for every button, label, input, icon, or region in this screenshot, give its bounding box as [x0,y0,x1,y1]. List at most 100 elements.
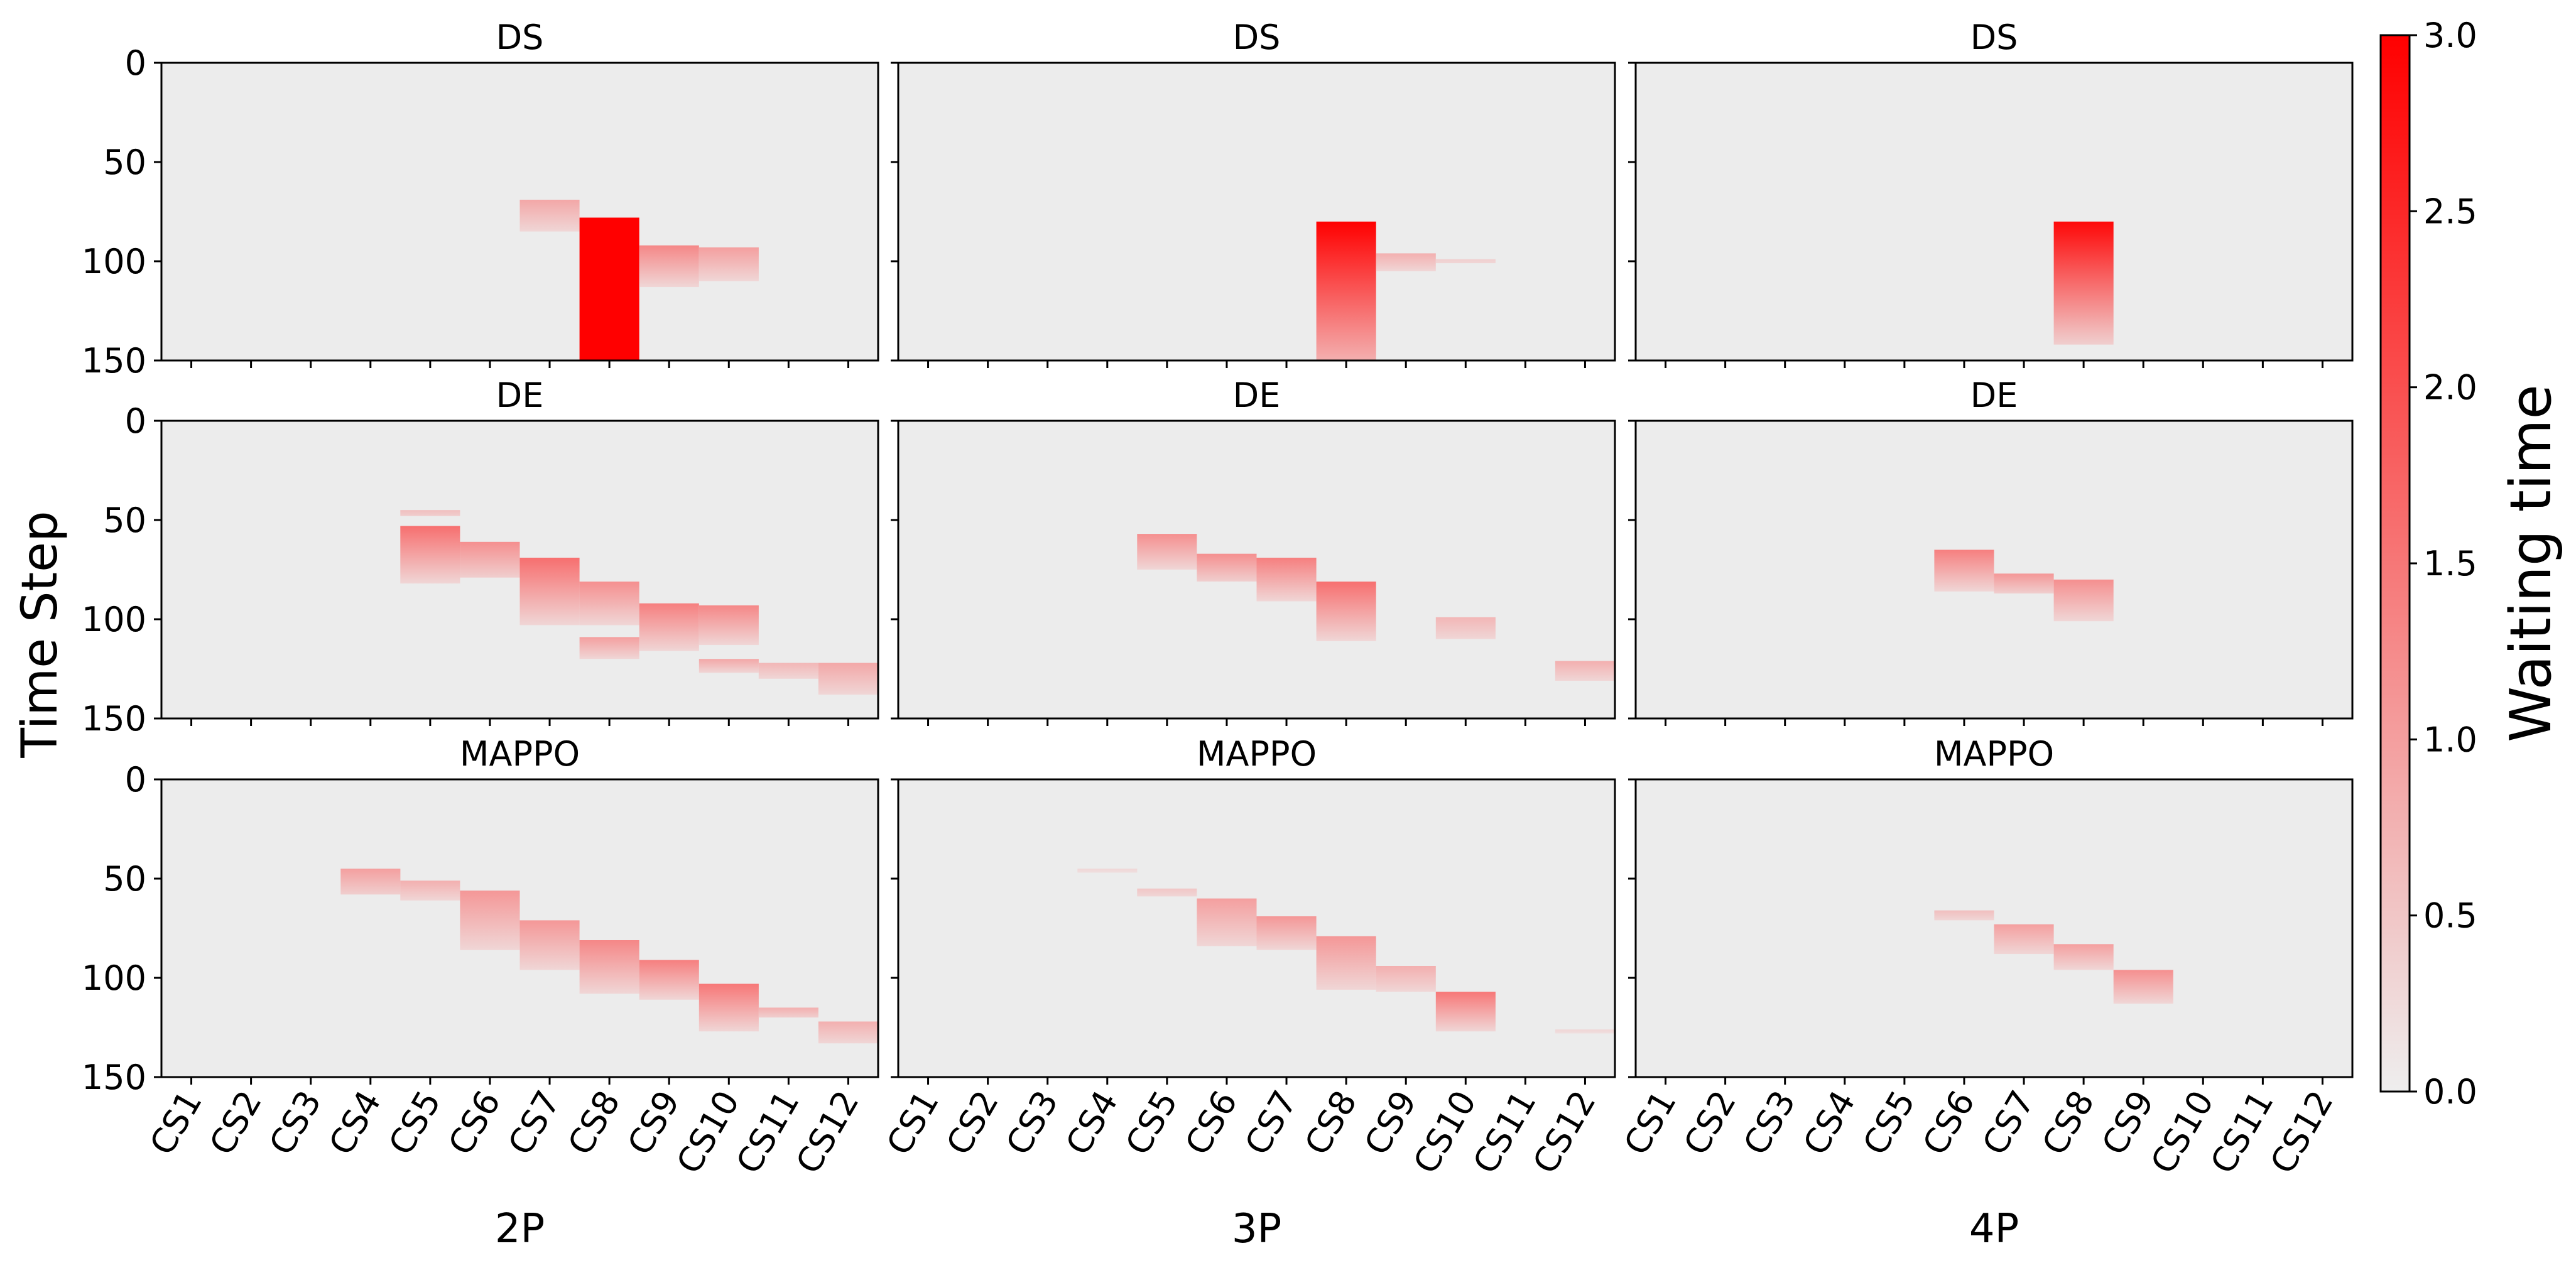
heat-cell-cs8 [2053,221,2114,345]
panel-title: DS [496,18,544,57]
x-tick-label: CS6 [1915,1084,1982,1162]
heat-cell-cs6 [1197,898,1257,946]
heat-cell-cs10 [698,605,759,646]
panel-frame [160,62,879,362]
heat-cell-cs9 [639,245,699,288]
panel-title: DS [1233,18,1281,57]
colorbar-tick-label: 0.5 [2423,896,2477,936]
y-tick-label: 150 [82,1058,146,1097]
y-tick-label: 50 [103,859,146,899]
x-tick-label: CS7 [1237,1084,1305,1162]
panel-ds-3p: DS [891,18,1616,368]
x-tick-label: CS7 [1975,1084,2043,1162]
heat-cell-cs4 [1077,869,1138,873]
heat-cell-cs5 [1137,534,1197,570]
x-tick-label: CS2 [1676,1084,1744,1162]
y-tick-label: 0 [125,760,146,799]
x-tick-label: CS10 [2143,1084,2222,1180]
x-tick-label: CS3 [1736,1084,1803,1162]
heat-cell-cs5 [1137,888,1197,897]
heat-cell-cs10 [698,984,759,1032]
heat-cell-cs10 [698,659,759,673]
x-tick-label: CS6 [1177,1084,1245,1162]
panel-mappo-4p: MAPPOCS1CS2CS3CS4CS5CS6CS7CS8CS9CS10CS11… [1616,734,2354,1180]
heat-cell-cs6 [1934,550,1994,592]
panel-de-3p: DE [891,376,1616,726]
colorbar-gradient [2381,35,2410,1092]
heat-cell-cs8 [579,217,639,360]
heat-cell-cs8 [2053,944,2114,970]
x-tick-label: CS12 [788,1084,867,1180]
x-tick-label: CS3 [261,1084,329,1162]
x-tick-label: CS2 [202,1084,269,1162]
heat-cell-cs10 [1435,259,1496,264]
column-label-3p: 3P [1232,1206,1281,1252]
colorbar-title: Waiting time [2498,384,2564,742]
panel-ds-4p: DS [1628,18,2354,368]
heat-cell-cs11 [758,1007,818,1018]
heat-cell-cs7 [1256,558,1317,602]
heat-cell-cs8 [579,637,639,659]
heat-cell-cs7 [519,920,580,970]
column-label-4p: 4P [1969,1206,2019,1252]
heat-cell-cs4 [340,869,401,895]
x-tick-label: CS12 [2263,1084,2341,1180]
y-tick-label: 100 [82,242,146,281]
x-tick-label: CS11 [729,1084,807,1180]
x-tick-label: CS5 [1855,1084,1923,1162]
heat-cell-cs7 [519,558,580,626]
panel-ds-2p: DS 0 50 100 150 [82,18,879,381]
x-tick-label: CS10 [1406,1084,1484,1180]
panel-frame [1634,778,2354,1078]
panel-title: DS [1970,18,2018,57]
colorbar-tick-label: 2.5 [2423,192,2477,231]
y-axis-title: Time Step [12,511,68,758]
x-tick-label: CS11 [1465,1084,1544,1180]
panel-title: DE [496,376,544,415]
y-tick-label: 50 [103,501,146,540]
x-tick-label: CS4 [1058,1084,1126,1162]
x-tick-label: CS1 [879,1084,947,1162]
panel-title: DE [1233,376,1281,415]
heat-cell-cs8 [2053,579,2114,622]
panel-mappo-3p: MAPPOCS1CS2CS3CS4CS5CS6CS7CS8CS9CS10CS11… [879,734,1616,1180]
heat-cell-cs8 [579,940,639,994]
heat-cell-cs9 [1376,966,1436,992]
heat-cell-cs9 [639,603,699,651]
panel-title: MAPPO [460,734,580,774]
y-tick-label: 150 [82,341,146,381]
heat-cell-cs5 [400,881,460,901]
x-tick-label: CS4 [321,1084,389,1162]
x-tick-label: CS7 [501,1084,568,1162]
x-tick-label: CS1 [1616,1084,1684,1162]
x-tick-label: CS5 [1117,1084,1185,1162]
x-tick-label: CS11 [2203,1084,2281,1180]
y-tick-label: 50 [103,143,146,182]
y-tick-label: 150 [82,699,146,739]
heat-cell-cs6 [1934,910,1994,921]
heat-cell-cs12 [1555,1029,1615,1034]
y-tick-label: 100 [82,958,146,998]
heat-cell-cs8 [579,582,639,626]
panel-frame [897,62,1616,362]
x-tick-label: CS5 [381,1084,448,1162]
heat-cell-cs12 [1555,661,1615,681]
x-tick-label: CS8 [560,1084,628,1162]
heat-cell-cs9 [1376,253,1436,271]
colorbar-tick-label: 1.0 [2423,720,2477,759]
colorbar-tick-label: 0.0 [2423,1072,2477,1112]
panel-frame [1634,62,2354,362]
colorbar: 0.0 0.5 1.0 1.5 2.0 2.5 3.0 Waiting time [2379,16,2564,1112]
heat-cell-cs7 [1994,573,2054,593]
x-tick-label: CS3 [998,1084,1066,1162]
x-tick-label: CS1 [142,1084,210,1162]
x-tick-label: CS4 [1795,1084,1863,1162]
panel-background [898,63,1615,360]
panel-frame [160,778,879,1078]
panel-de-2p: DE 0 50 100 150 [82,376,879,739]
heat-cell-cs12 [818,1021,878,1044]
y-tick-label: 100 [82,600,146,639]
panel-background [1636,63,2352,360]
